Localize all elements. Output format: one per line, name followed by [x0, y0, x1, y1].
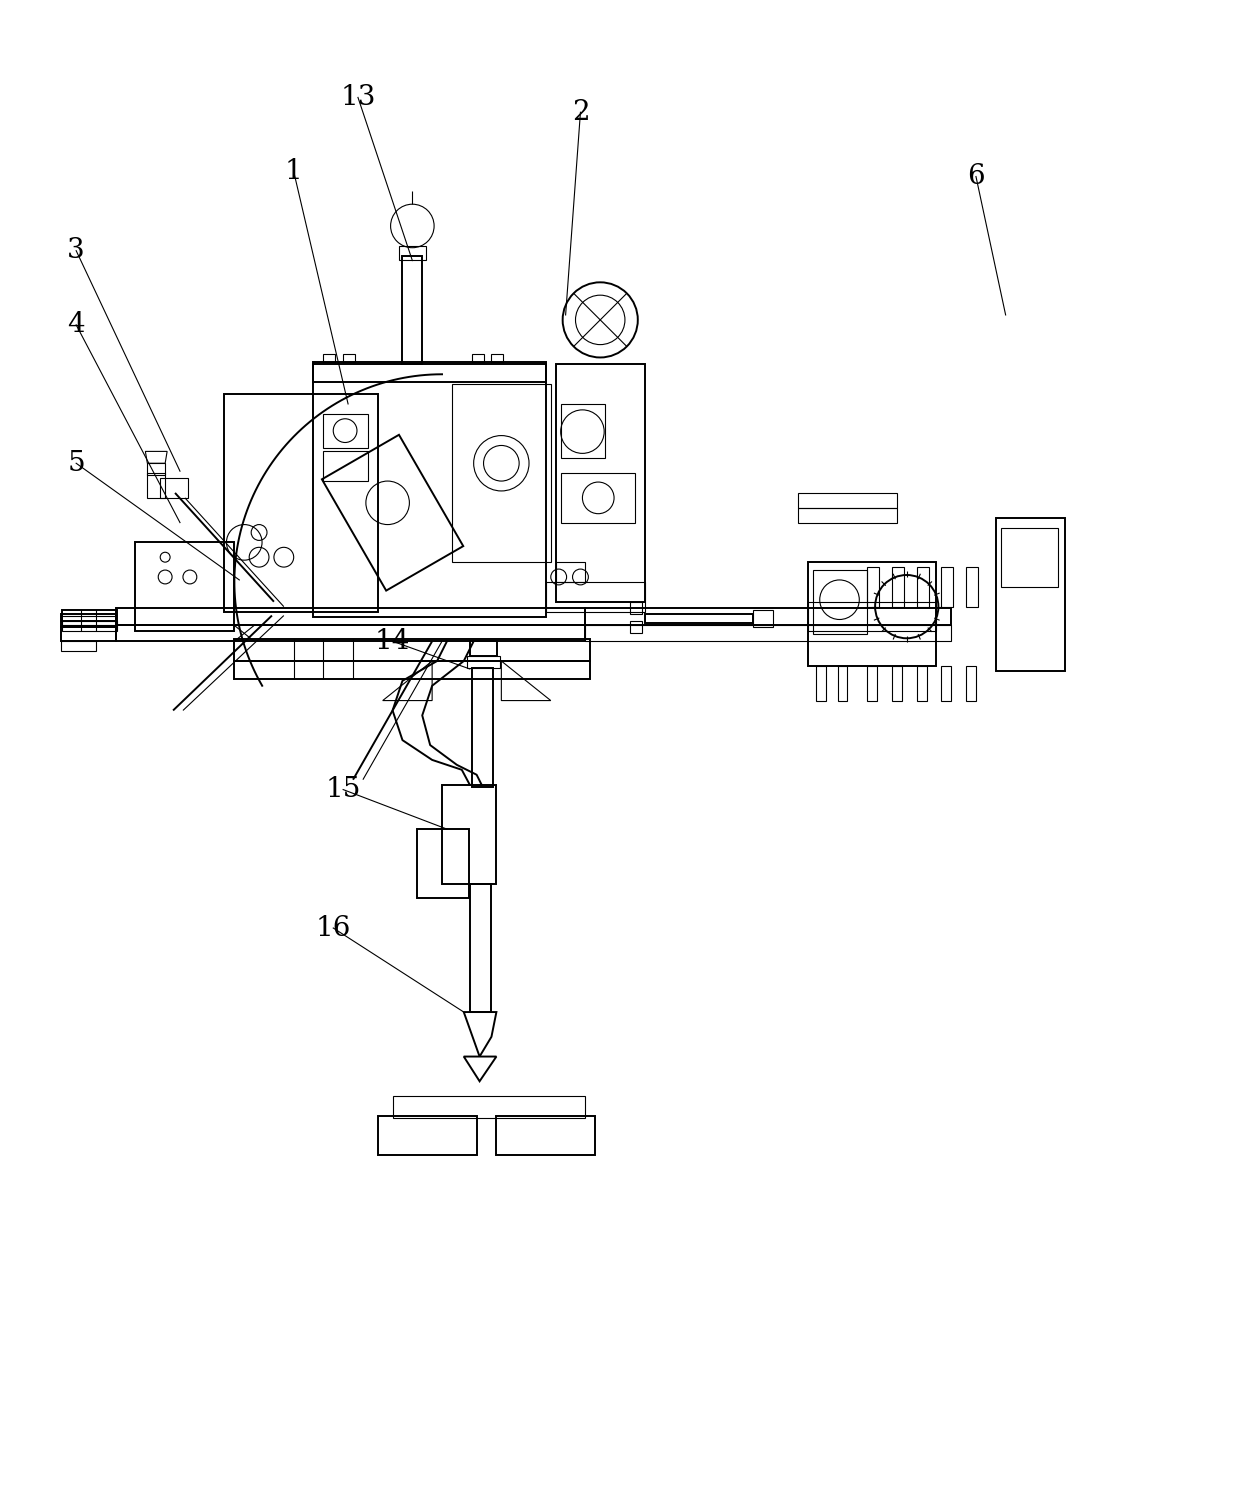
- Bar: [61, 627, 115, 642]
- Bar: [148, 463, 165, 475]
- Bar: [491, 355, 503, 362]
- Bar: [61, 613, 115, 627]
- Bar: [560, 473, 635, 523]
- Bar: [941, 666, 951, 700]
- Bar: [892, 666, 901, 700]
- Bar: [466, 657, 501, 667]
- Bar: [556, 562, 585, 582]
- Bar: [560, 404, 605, 458]
- Bar: [115, 607, 585, 625]
- Text: 1: 1: [285, 158, 303, 185]
- Bar: [496, 1115, 595, 1156]
- Bar: [470, 642, 497, 657]
- Bar: [160, 478, 188, 497]
- Text: 14: 14: [374, 628, 410, 655]
- Bar: [816, 666, 826, 700]
- Bar: [441, 785, 496, 884]
- Bar: [808, 601, 936, 631]
- Bar: [314, 362, 546, 382]
- Bar: [324, 413, 368, 448]
- Bar: [324, 451, 368, 481]
- Text: 5: 5: [67, 449, 86, 476]
- Bar: [892, 567, 904, 607]
- Text: 4: 4: [67, 311, 86, 338]
- Bar: [314, 364, 546, 616]
- Bar: [808, 562, 936, 666]
- Text: 15: 15: [325, 776, 361, 803]
- Bar: [62, 621, 117, 631]
- Bar: [966, 666, 976, 700]
- Bar: [1001, 528, 1058, 586]
- Text: 3: 3: [67, 237, 86, 265]
- Bar: [630, 621, 642, 633]
- Bar: [393, 1096, 585, 1118]
- Text: 13: 13: [340, 84, 376, 111]
- Bar: [630, 601, 642, 613]
- Bar: [916, 567, 929, 607]
- Bar: [754, 610, 774, 627]
- Bar: [378, 1115, 476, 1156]
- Bar: [470, 884, 491, 1012]
- Bar: [324, 355, 335, 362]
- Bar: [471, 667, 494, 786]
- Bar: [645, 613, 754, 624]
- Text: 2: 2: [572, 99, 589, 126]
- Bar: [546, 582, 645, 612]
- Bar: [343, 355, 355, 362]
- Bar: [556, 364, 645, 601]
- Bar: [941, 567, 954, 607]
- Bar: [62, 610, 117, 621]
- Bar: [135, 543, 234, 631]
- Bar: [966, 567, 978, 607]
- Bar: [585, 607, 951, 625]
- Bar: [418, 830, 469, 899]
- Bar: [224, 394, 378, 612]
- Bar: [837, 666, 847, 700]
- Bar: [61, 642, 95, 651]
- Bar: [471, 355, 484, 362]
- Bar: [403, 256, 423, 364]
- Bar: [148, 473, 165, 497]
- Bar: [451, 385, 551, 562]
- Bar: [799, 493, 897, 508]
- Bar: [234, 661, 590, 679]
- Bar: [996, 517, 1065, 670]
- Text: 6: 6: [967, 162, 985, 189]
- Text: 16: 16: [315, 914, 351, 941]
- Bar: [867, 567, 879, 607]
- Bar: [916, 666, 926, 700]
- Bar: [867, 666, 877, 700]
- Bar: [115, 625, 585, 642]
- Bar: [812, 570, 867, 634]
- Bar: [585, 625, 951, 642]
- Bar: [234, 639, 590, 661]
- Bar: [398, 245, 427, 260]
- Bar: [799, 508, 897, 523]
